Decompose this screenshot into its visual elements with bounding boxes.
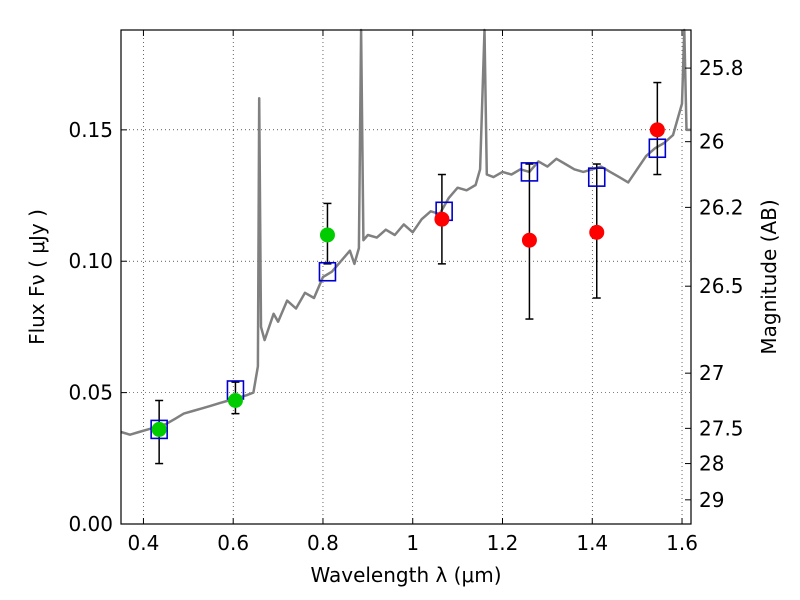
y2-tick-label: 25.8 bbox=[699, 56, 744, 80]
green-data-point bbox=[319, 227, 335, 243]
model-photometry-square bbox=[587, 167, 606, 187]
x-axis-label: Wavelength λ (μm) bbox=[310, 563, 501, 587]
x-tick-label: 1 bbox=[406, 531, 419, 555]
y2-tick-label: 27 bbox=[699, 361, 724, 385]
y2-axis-label: Magnitude (AB) bbox=[757, 199, 781, 354]
x-axis-ticks: 0.4 0.6 0.8 1 1.2 1.4 1.6 bbox=[128, 30, 698, 555]
model-photometry-square bbox=[150, 419, 168, 440]
y-tick-label: 0.00 bbox=[68, 512, 113, 536]
y2-tick-label: 26.5 bbox=[699, 274, 744, 298]
x-tick-label: 0.4 bbox=[128, 531, 160, 555]
plot-frame bbox=[120, 29, 692, 525]
model-photometry-square bbox=[648, 138, 667, 159]
x-tick-label: 1.2 bbox=[487, 531, 519, 555]
y-tick-label: 0.10 bbox=[68, 249, 113, 273]
model-photometry-layer bbox=[150, 138, 667, 440]
red-data-point bbox=[434, 211, 450, 227]
green-data-point bbox=[151, 421, 167, 437]
y2-tick-label: 26.2 bbox=[699, 195, 744, 219]
y2-tick-label: 26 bbox=[699, 130, 724, 154]
y-tick-label: 0.05 bbox=[68, 381, 113, 405]
y-tick-label: 0.15 bbox=[68, 118, 113, 142]
y-axis-ticks: 0.00 0.05 0.10 0.15 bbox=[68, 118, 127, 536]
y2-tick-label: 28 bbox=[699, 452, 724, 476]
red-data-point bbox=[589, 224, 605, 240]
x-tick-label: 0.6 bbox=[217, 531, 249, 555]
y-axis-label: Flux Fν ( μJy ) bbox=[25, 209, 49, 345]
green-data-point bbox=[227, 393, 243, 408]
red-data-point bbox=[649, 122, 665, 138]
x-tick-label: 1.6 bbox=[666, 531, 698, 555]
model-photometry-square bbox=[318, 261, 337, 282]
x-tick-label: 0.8 bbox=[307, 531, 339, 555]
model-photometry-square bbox=[520, 162, 539, 182]
y2-tick-label: 29 bbox=[699, 488, 724, 512]
x-tick-label: 1.4 bbox=[576, 531, 608, 555]
y2-tick-label: 27.5 bbox=[699, 416, 744, 440]
red-data-point bbox=[521, 232, 537, 248]
y2-axis-ticks: 25.8 26 26.2 26.5 27 27.5 28 29 bbox=[685, 56, 744, 512]
observed-points-layer bbox=[151, 122, 665, 437]
